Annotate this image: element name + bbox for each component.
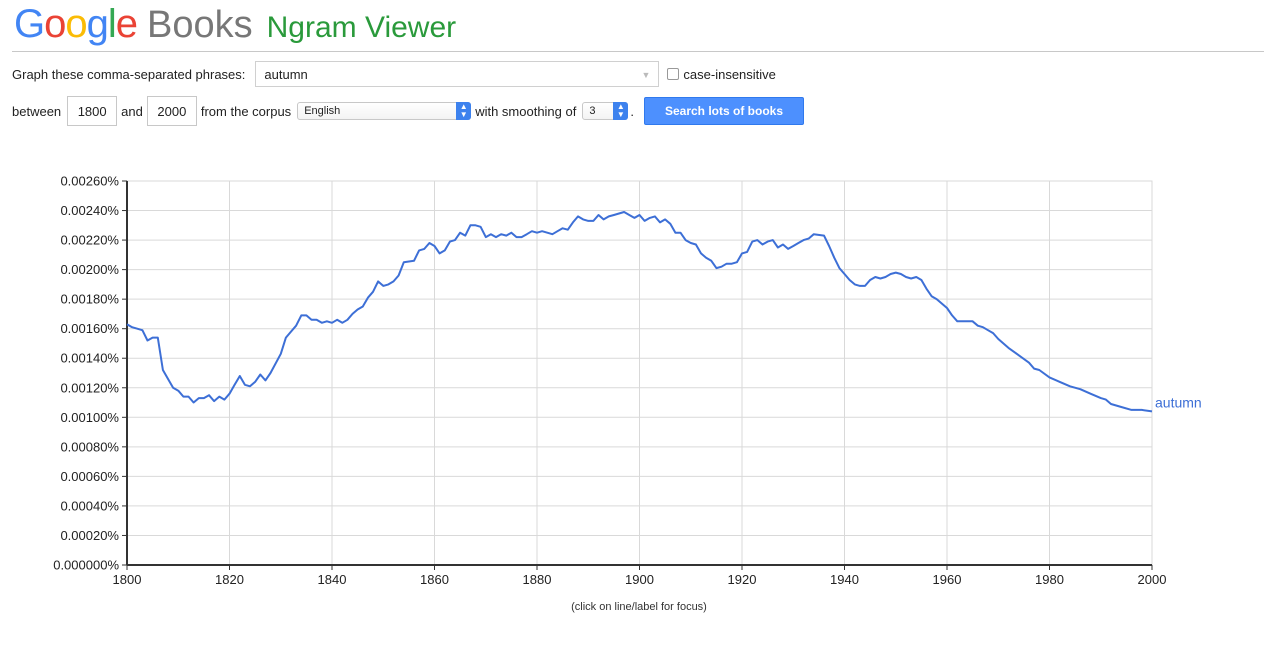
x-axis-ticks: 1800 1820 1840 1860 1880 1900 1920 1940 1960 1980… (113, 565, 1167, 587)
query-input-value: autumn (264, 66, 308, 82)
select-arrows-icon: ▲ ▼ (456, 102, 472, 120)
x-tick-label: 1840 (318, 572, 347, 587)
y-tick-label: 0.00080% (60, 439, 119, 454)
y-axis-ticks: 0.000000% 0.00020% 0.00040% 0.00060% 0.00080… (53, 174, 127, 573)
corpus-select[interactable]: English ▲ ▼ (297, 102, 472, 120)
x-tick-label: 1880 (523, 572, 552, 587)
end-year-input[interactable]: 2000 (146, 96, 197, 126)
between-label: between (12, 103, 62, 119)
y-tick-label: 0.00260% (60, 174, 119, 189)
case-insensitive-toggle[interactable]: case-insensitive (667, 67, 776, 82)
and-label: and (121, 103, 143, 119)
x-tick-label: 1900 (625, 572, 654, 587)
x-tick-label: 1820 (215, 572, 244, 587)
google-logo[interactable]: Google (14, 2, 138, 46)
y-tick-label: 0.00180% (60, 292, 119, 307)
series-labels[interactable]: autumn (1155, 394, 1202, 410)
select-arrows-icon: ▲ ▼ (613, 102, 629, 120)
x-tick-label: 1800 (113, 572, 142, 587)
chart-grid (126, 180, 1153, 566)
y-tick-label: 0.00200% (60, 262, 119, 277)
case-insensitive-label: case-insensitive (683, 66, 776, 82)
series-line-autumn[interactable] (126, 211, 1153, 413)
y-tick-label: 0.00060% (60, 469, 119, 484)
y-tick-label: 0.000000% (53, 558, 119, 573)
y-tick-label: 0.00240% (60, 203, 119, 218)
query-input[interactable]: autumn ▼ (255, 61, 660, 87)
y-tick-label: 0.00040% (60, 498, 119, 513)
product-title: Ngram Viewer (266, 11, 457, 44)
smoothing-select[interactable]: 3 ▲ ▼ (582, 102, 629, 120)
header-divider (12, 51, 1264, 52)
chart-series[interactable] (126, 211, 1153, 413)
series-label-autumn[interactable]: autumn (1155, 394, 1202, 410)
range-row: between 1800 and 2000 from the corpus En… (12, 96, 804, 126)
query-row: Graph these comma-separated phrases: aut… (12, 60, 776, 88)
x-tick-label: 2000 (1138, 572, 1167, 587)
x-tick-label: 1960 (933, 572, 962, 587)
y-tick-label: 0.00100% (60, 410, 119, 425)
books-logo-text: Books (147, 4, 253, 46)
period-text: . (630, 103, 634, 119)
y-tick-label: 0.00140% (60, 351, 119, 366)
start-year-input[interactable]: 1800 (67, 96, 118, 126)
x-tick-label: 1920 (728, 572, 757, 587)
app-header: Google Books Ngram Viewer (14, 2, 456, 46)
query-label: Graph these comma-separated phrases: (12, 66, 246, 82)
corpus-label: from the corpus (200, 103, 292, 119)
x-tick-label: 1860 (420, 572, 449, 587)
case-insensitive-checkbox[interactable] (667, 68, 680, 80)
corpus-select-value: English (304, 105, 341, 117)
y-tick-label: 0.00020% (60, 528, 119, 543)
dropdown-caret-icon: ▼ (641, 70, 651, 80)
y-tick-label: 0.00160% (60, 321, 119, 336)
smoothing-label: with smoothing of (475, 103, 577, 119)
y-tick-label: 0.00120% (60, 380, 119, 395)
focus-hint-text: (click on line/label for focus) (571, 601, 707, 613)
smoothing-select-value: 3 (589, 105, 596, 117)
x-tick-label: 1940 (830, 572, 859, 587)
y-tick-label: 0.00220% (60, 233, 119, 248)
search-button[interactable]: Search lots of books (643, 97, 804, 125)
x-tick-label: 1980 (1035, 572, 1064, 587)
